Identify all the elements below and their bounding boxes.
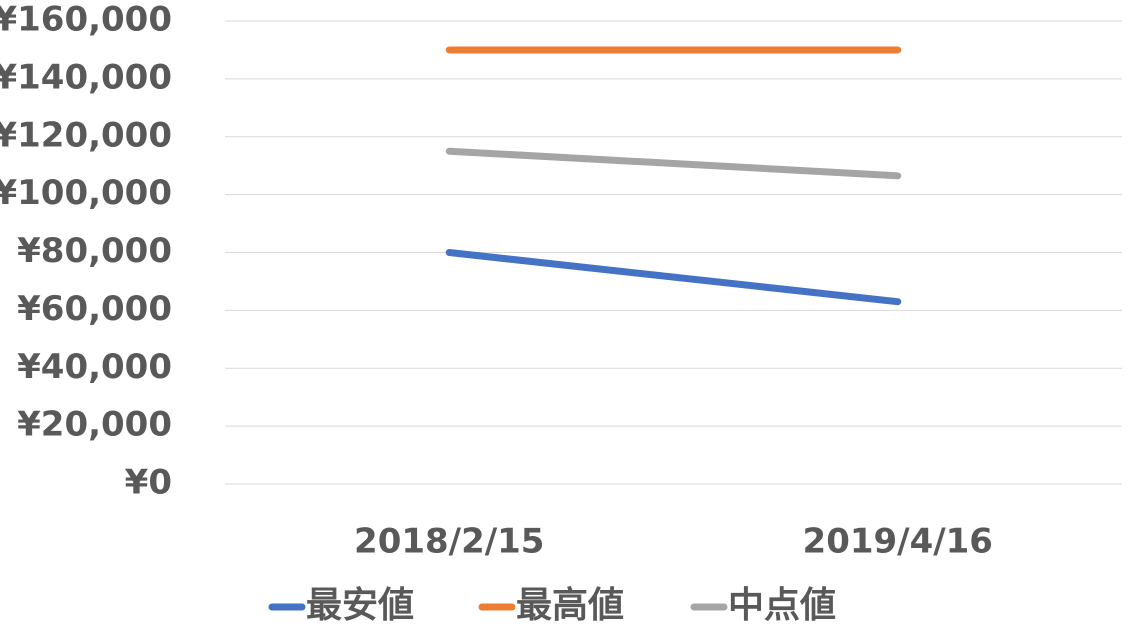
y-tick-label: ¥120,000 xyxy=(0,115,172,155)
x-tick-label: 2019/4/16 xyxy=(803,522,993,562)
legend-label: 最安値 xyxy=(306,585,414,626)
legend-label: 最高値 xyxy=(516,585,624,626)
series-line xyxy=(445,249,902,306)
series-line xyxy=(445,147,902,180)
y-tick-label: ¥80,000 xyxy=(17,231,172,271)
y-tick-label: ¥140,000 xyxy=(0,57,172,97)
y-tick-label: ¥0 xyxy=(125,463,172,503)
y-tick-label: ¥160,000 xyxy=(0,0,172,40)
y-tick-label: ¥60,000 xyxy=(17,289,172,329)
y-tick-label: ¥20,000 xyxy=(17,405,172,445)
y-tick-label: ¥40,000 xyxy=(17,347,172,387)
x-tick-label: 2018/2/15 xyxy=(354,522,544,562)
legend-label: 中点値 xyxy=(728,585,836,626)
y-tick-label: ¥100,000 xyxy=(0,173,172,213)
